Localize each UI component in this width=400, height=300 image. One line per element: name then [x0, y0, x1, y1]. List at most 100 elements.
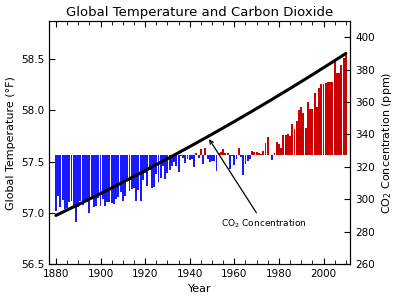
Bar — [144, 155, 146, 173]
Bar — [106, 155, 108, 202]
Bar — [75, 155, 77, 222]
Bar — [180, 155, 182, 156]
Bar — [338, 73, 340, 155]
Bar — [151, 155, 153, 188]
Bar — [267, 137, 269, 155]
Bar — [316, 106, 318, 155]
Bar — [196, 153, 197, 155]
Bar — [274, 153, 276, 155]
Bar — [329, 82, 331, 155]
Bar — [191, 155, 193, 159]
Bar — [244, 155, 246, 164]
Bar — [186, 155, 188, 159]
Bar — [345, 53, 347, 155]
Bar — [108, 155, 110, 202]
Bar — [138, 155, 139, 190]
Bar — [158, 155, 160, 182]
Bar — [102, 155, 104, 200]
Bar — [322, 84, 324, 155]
Bar — [222, 149, 224, 155]
Bar — [135, 155, 137, 201]
Bar — [262, 151, 264, 155]
Bar — [204, 148, 206, 155]
Bar — [247, 155, 249, 161]
Bar — [294, 130, 296, 155]
Bar — [258, 153, 260, 155]
Bar — [171, 155, 173, 166]
Bar — [113, 155, 115, 205]
Bar — [178, 155, 180, 172]
Bar — [146, 155, 148, 186]
Bar — [122, 155, 124, 201]
Title: Global Temperature and Carbon Dioxide: Global Temperature and Carbon Dioxide — [66, 6, 333, 19]
Bar — [189, 155, 191, 160]
Bar — [216, 155, 218, 171]
Bar — [57, 155, 59, 196]
Bar — [133, 155, 135, 188]
Bar — [169, 155, 170, 170]
Bar — [256, 152, 258, 155]
Bar — [162, 155, 164, 166]
Y-axis label: Global Temperature (°F): Global Temperature (°F) — [6, 76, 16, 209]
Bar — [202, 155, 204, 164]
Bar — [207, 155, 208, 160]
Bar — [220, 152, 222, 155]
Bar — [153, 155, 155, 187]
Bar — [302, 112, 304, 155]
Bar — [62, 155, 64, 200]
Bar — [238, 148, 240, 155]
Bar — [233, 155, 235, 165]
Bar — [64, 155, 66, 209]
Bar — [91, 155, 92, 197]
Bar — [184, 155, 186, 163]
Bar — [149, 155, 150, 170]
Y-axis label: CO$_2$ Concentration (ppm): CO$_2$ Concentration (ppm) — [380, 71, 394, 214]
Bar — [314, 93, 316, 155]
Bar — [128, 155, 130, 191]
Bar — [305, 128, 307, 155]
Bar — [240, 155, 242, 157]
Bar — [318, 88, 320, 155]
Bar — [84, 155, 86, 201]
Bar — [289, 136, 291, 155]
Bar — [227, 153, 228, 155]
Bar — [142, 155, 144, 180]
Bar — [336, 73, 338, 155]
Bar — [88, 155, 90, 213]
Bar — [242, 155, 244, 175]
Bar — [327, 82, 329, 155]
Bar — [70, 155, 72, 201]
Bar — [111, 155, 113, 202]
Bar — [173, 155, 175, 162]
Bar — [93, 155, 95, 207]
Bar — [126, 155, 128, 180]
Bar — [198, 155, 200, 158]
Bar — [276, 142, 278, 155]
Bar — [278, 144, 280, 155]
Bar — [224, 153, 226, 155]
Bar — [60, 155, 61, 207]
Bar — [312, 109, 313, 155]
Bar — [271, 155, 273, 160]
Bar — [193, 155, 195, 167]
Bar — [254, 152, 255, 155]
Bar — [160, 155, 162, 178]
Bar — [182, 155, 184, 158]
X-axis label: Year: Year — [188, 284, 212, 294]
Bar — [104, 155, 106, 206]
Bar — [213, 155, 215, 161]
Bar — [80, 155, 81, 201]
Bar — [307, 102, 309, 155]
Bar — [291, 124, 293, 155]
Bar — [300, 107, 302, 155]
Bar — [164, 155, 166, 178]
Bar — [86, 155, 88, 202]
Bar — [218, 153, 220, 155]
Bar — [282, 135, 284, 155]
Bar — [97, 155, 99, 198]
Bar — [124, 155, 126, 196]
Bar — [73, 155, 75, 207]
Bar — [343, 58, 344, 155]
Bar — [66, 155, 68, 208]
Bar — [140, 155, 142, 201]
